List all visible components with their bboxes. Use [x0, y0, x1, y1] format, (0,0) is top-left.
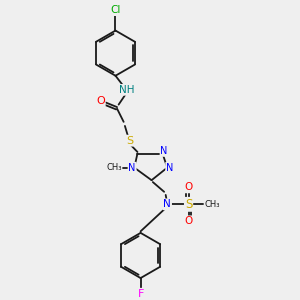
Text: F: F [137, 289, 144, 299]
Text: O: O [96, 95, 105, 106]
Text: N: N [166, 163, 173, 172]
Text: CH₃: CH₃ [204, 200, 220, 209]
Text: NH: NH [119, 85, 134, 95]
Text: O: O [184, 216, 193, 226]
Text: CH₃: CH₃ [106, 163, 122, 172]
Text: S: S [185, 198, 192, 211]
Text: S: S [126, 136, 133, 146]
Text: N: N [128, 163, 136, 172]
Text: N: N [164, 199, 171, 209]
Text: Cl: Cl [110, 5, 121, 15]
Text: N: N [160, 146, 168, 156]
Text: O: O [184, 182, 193, 192]
